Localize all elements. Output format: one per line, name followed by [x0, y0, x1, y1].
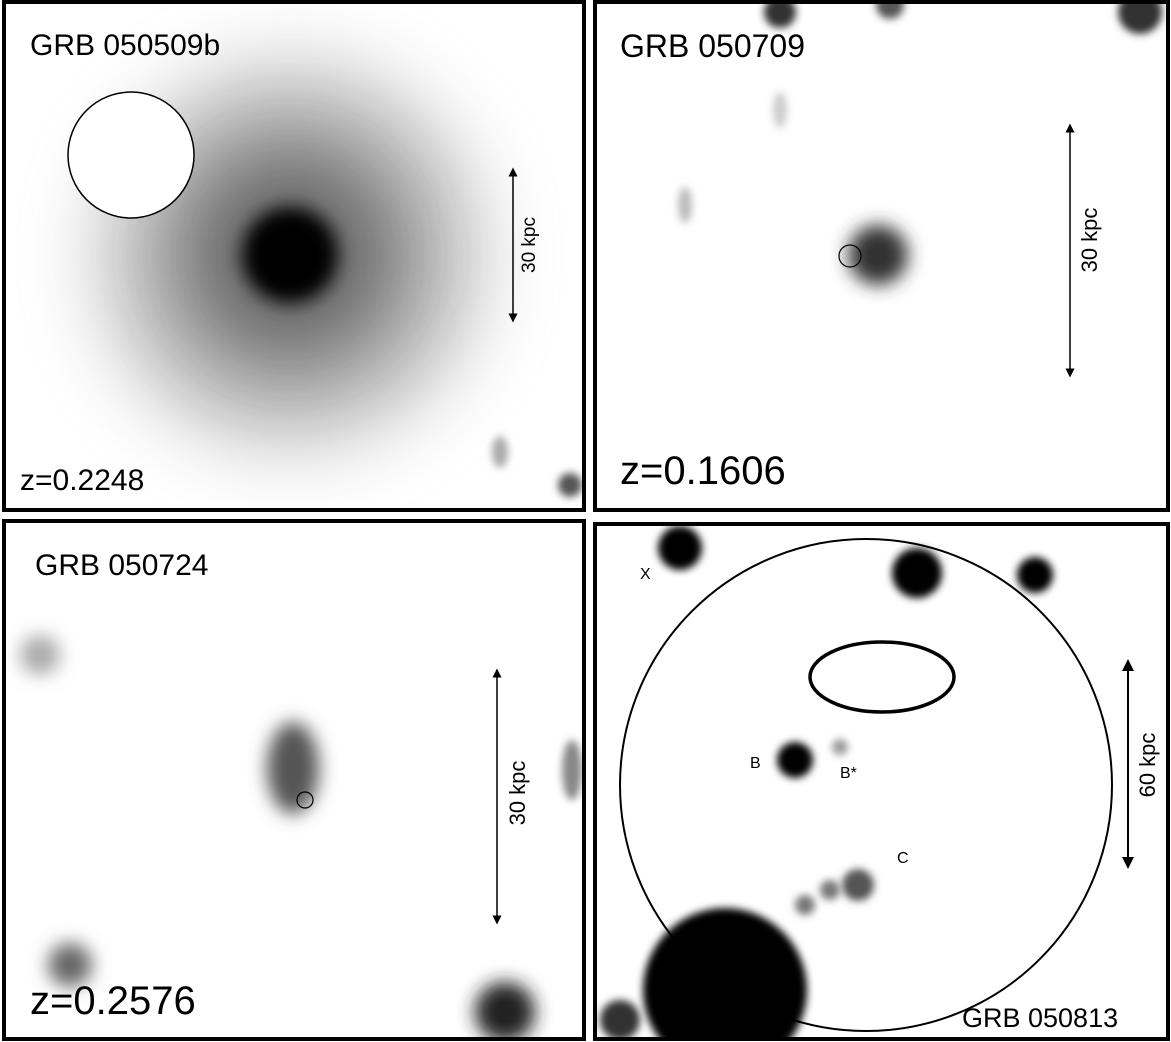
source-label: X — [640, 566, 651, 583]
scale-label: 30 kpc — [519, 217, 540, 273]
source-label: B* — [840, 765, 857, 782]
panel-title: GRB 050813 — [962, 1003, 1118, 1033]
panel-title: GRB 050509b — [30, 29, 220, 62]
panel-image — [4, 521, 584, 1039]
scale-label: 30 kpc — [1077, 208, 1102, 273]
redshift: z=0.2576 — [30, 979, 196, 1023]
panel-image — [595, 524, 1168, 1039]
panel-title: GRB 050709 — [620, 28, 805, 64]
scale-label: 60 kpc — [1135, 733, 1160, 798]
panel-image — [4, 2, 584, 510]
source-label: B — [750, 755, 761, 772]
source-label: C — [897, 850, 909, 867]
redshift: z=0.2248 — [20, 464, 144, 497]
panel-title: GRB 050724 — [35, 549, 208, 582]
redshift: z=0.1606 — [620, 449, 786, 493]
scale-label: 30 kpc — [505, 761, 530, 826]
